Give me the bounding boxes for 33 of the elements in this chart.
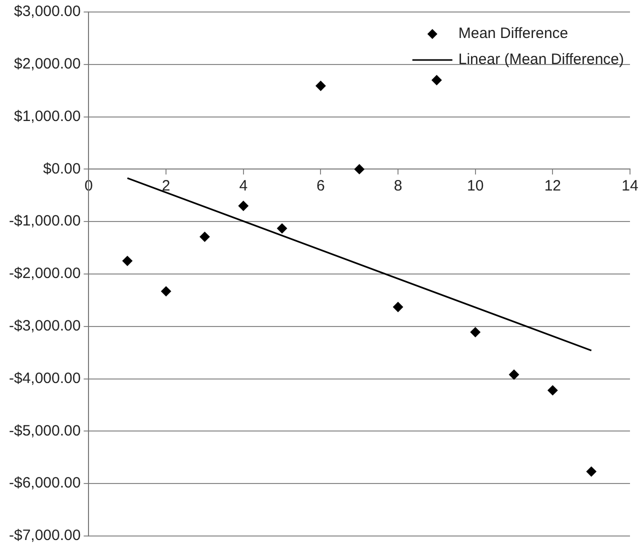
y-tick-label: $2,000.00	[14, 56, 81, 73]
y-tick-label: $1,000.00	[14, 108, 81, 125]
y-tick-label: $3,000.00	[14, 3, 81, 20]
x-tick-label: 4	[239, 177, 248, 194]
x-tick-label: 12	[544, 177, 562, 194]
x-tick-label: 10	[467, 177, 484, 194]
point	[238, 200, 248, 211]
y-tick-label: -$7,000.00	[8, 527, 81, 544]
point	[277, 223, 288, 234]
y-tick-label: -$3,000.00	[8, 318, 81, 335]
x-tick-label: 2	[162, 177, 170, 194]
point	[161, 286, 172, 296]
legend-label: Linear (Mean Difference)	[458, 51, 624, 68]
point	[432, 75, 442, 86]
point	[122, 256, 132, 266]
x-tick-label: 8	[394, 177, 402, 194]
y-tick-label: -$4,000.00	[8, 370, 81, 387]
y-tick-label: -$6,000.00	[8, 474, 81, 492]
legend-label: Mean Difference	[458, 25, 568, 42]
point	[354, 164, 364, 174]
point	[393, 302, 404, 312]
point	[548, 385, 558, 396]
point	[316, 80, 326, 91]
y-tick-label: -$5,000.00	[8, 422, 81, 440]
y-tick-label: $0.00	[43, 160, 81, 178]
y-tick-label: -$2,000.00	[8, 265, 81, 282]
point	[470, 327, 480, 338]
point	[200, 232, 210, 242]
point	[586, 466, 596, 477]
y-tick-label: -$1,000.00	[8, 212, 81, 230]
point	[509, 370, 520, 380]
x-tick-label: 6	[316, 177, 325, 194]
x-tick-label: 14	[622, 177, 638, 194]
